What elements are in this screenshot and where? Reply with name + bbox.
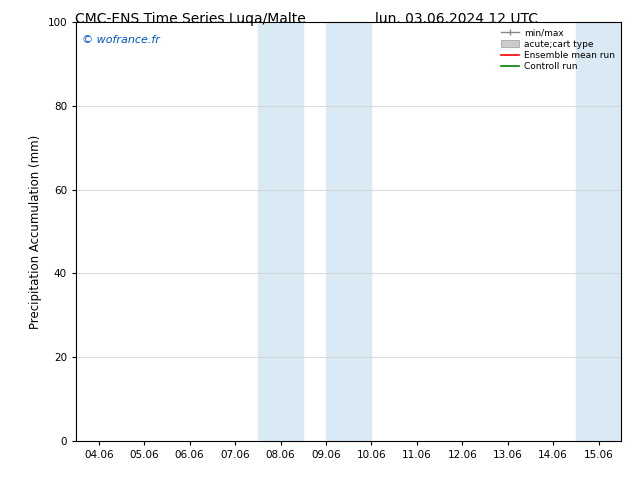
Text: CMC-ENS Time Series Luqa/Malte: CMC-ENS Time Series Luqa/Malte [75,12,306,26]
Bar [326,22,372,441]
Text: lun. 03.06.2024 12 UTC: lun. 03.06.2024 12 UTC [375,12,538,26]
Bar [258,22,303,441]
Legend: min/max, acute;cart type, Ensemble mean run, Controll run: min/max, acute;cart type, Ensemble mean … [500,26,617,73]
Bar [576,22,621,441]
Text: © wofrance.fr: © wofrance.fr [82,35,159,45]
Y-axis label: Precipitation Accumulation (mm): Precipitation Accumulation (mm) [29,134,42,329]
